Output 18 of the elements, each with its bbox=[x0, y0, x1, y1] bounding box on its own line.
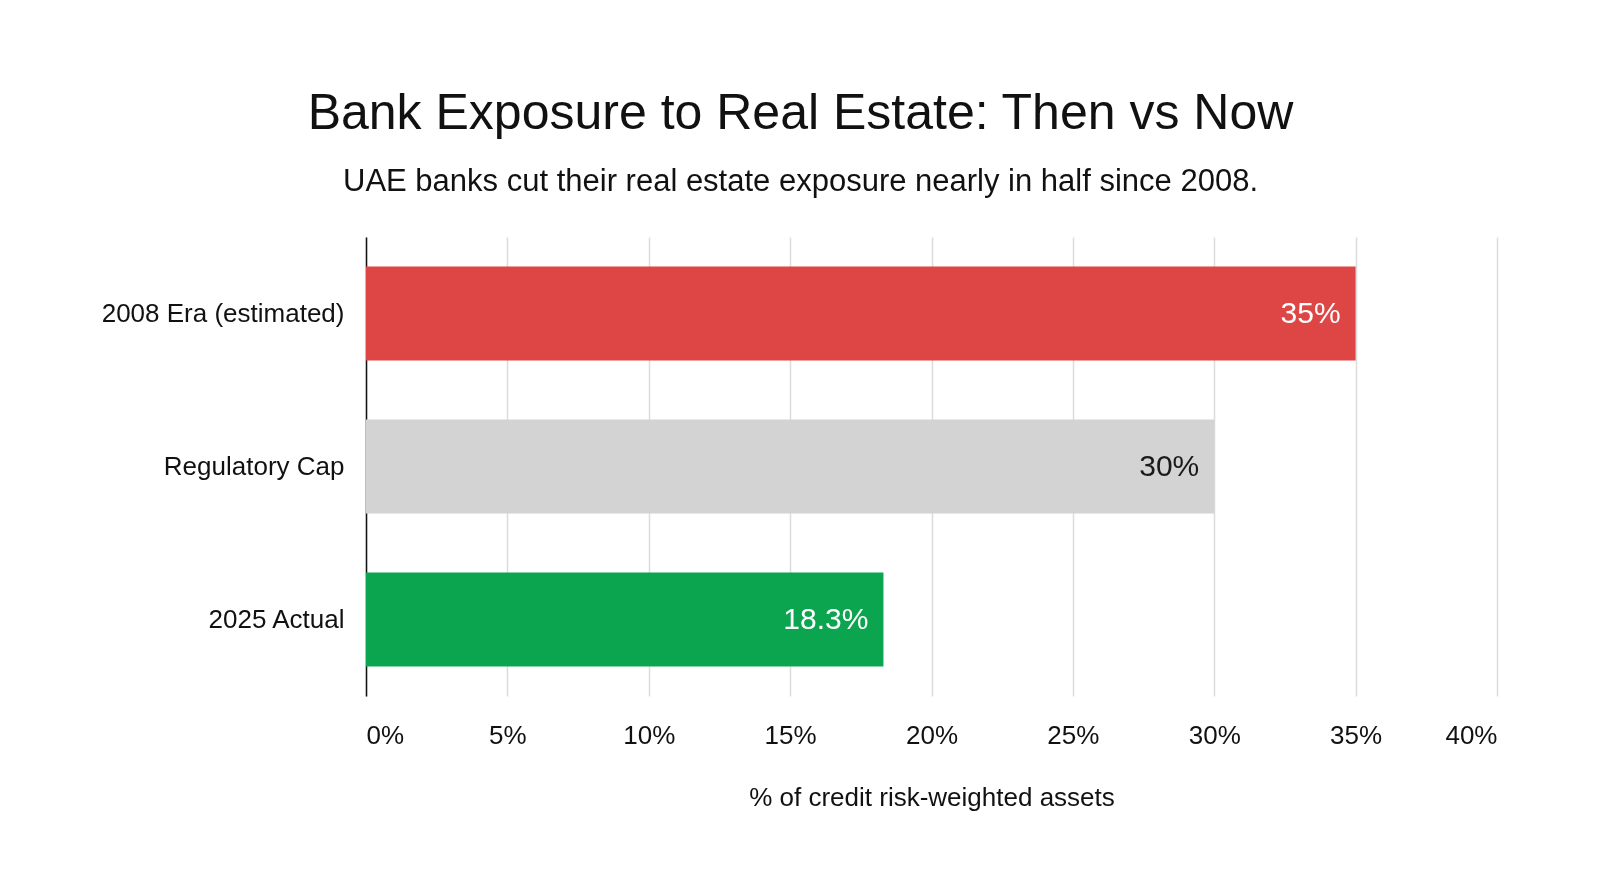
chart-subtitle: UAE banks cut their real estate exposure nearly in half since 2008. bbox=[342, 163, 1259, 198]
x-tick-label: 40% bbox=[1445, 719, 1498, 750]
data-label: 18.3% bbox=[783, 601, 869, 635]
chart-title: Bank Exposure to Real Estate: Then vs Now bbox=[307, 84, 1295, 140]
y-tick-label: Regulatory Cap bbox=[163, 450, 345, 481]
x-tick-label: 15% bbox=[764, 719, 817, 750]
x-tick-label: 30% bbox=[1188, 719, 1241, 750]
x-tick-label: 20% bbox=[905, 719, 959, 750]
y-tick-label: 2008 Era (estimated) bbox=[101, 297, 345, 328]
y-tick-label: 2025 Actual bbox=[208, 603, 345, 634]
x-axis-title: % of credit risk-weighted assets bbox=[749, 781, 1115, 812]
data-label: 35% bbox=[1280, 295, 1341, 329]
data-label: 30% bbox=[1139, 448, 1200, 482]
x-tick-label: 5% bbox=[489, 719, 527, 750]
x-tick-label: 0% bbox=[366, 719, 405, 750]
x-tick-label: 10% bbox=[623, 719, 676, 750]
x-tick-label: 35% bbox=[1330, 719, 1383, 750]
x-tick-label: 25% bbox=[1047, 719, 1100, 750]
